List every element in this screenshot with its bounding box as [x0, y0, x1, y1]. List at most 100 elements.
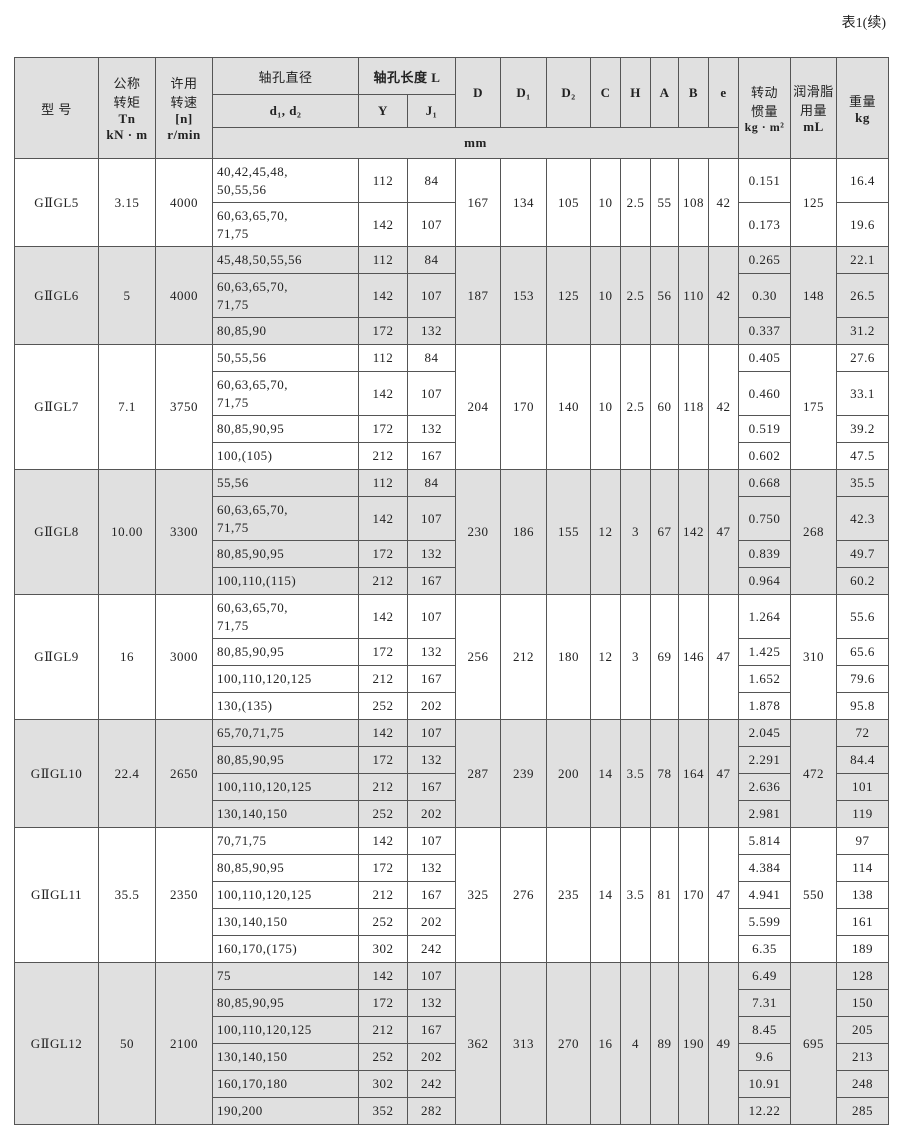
length-j1-cell: 167: [406, 567, 457, 595]
length-y-cell: 212: [358, 881, 408, 909]
model-cell: GⅡGL9: [14, 594, 99, 720]
weight-cell: 55.6: [836, 594, 890, 639]
table-row: 130,140,150 252 202 5.599 161: [15, 908, 890, 936]
inertia-cell: 7.31: [738, 989, 792, 1017]
inertia-cell: 2.981: [738, 800, 792, 828]
bore-diameter-cell: 60,63,65,70, 71,75: [212, 371, 359, 416]
header-unit-mm: mm: [211, 127, 740, 159]
torque-cell: 3.15: [98, 158, 156, 247]
dim-d1-cell: 186: [500, 469, 548, 595]
dim-c-cell: 14: [590, 719, 622, 828]
dim-d1-cell: 153: [500, 246, 548, 345]
length-y-cell: 212: [358, 665, 408, 693]
weight-cell: 35.5: [836, 469, 890, 497]
bore-diameter-cell: 80,85,90,95: [212, 746, 359, 774]
inertia-cell: 0.602: [738, 442, 792, 470]
length-j1-cell: 202: [406, 908, 457, 936]
grease-cell: 125: [790, 158, 838, 247]
length-y-cell: 172: [358, 415, 408, 443]
weight-cell: 79.6: [836, 665, 890, 693]
model-group: GⅡGL9 16 3000 60,63,65,70, 71,75 142 107 256 21…: [14, 594, 890, 720]
table-row: 80,85,90,95 172 132 2.291 84.4: [15, 746, 890, 774]
grease-cell: 310: [790, 594, 838, 720]
length-y-cell: 112: [358, 158, 408, 203]
dim-d-cell: 256: [455, 594, 502, 720]
bore-diameter-cell: 40,42,45,48, 50,55,56: [212, 158, 359, 203]
inertia-cell: 6.49: [738, 962, 792, 990]
weight-cell: 27.6: [836, 344, 890, 372]
length-y-cell: 142: [358, 273, 408, 318]
header-torque-unit: kN · m: [106, 127, 148, 142]
weight-cell: 16.4: [836, 158, 890, 203]
inertia-cell: 8.45: [738, 1016, 792, 1044]
table-row: 100,(105) 212 167 0.602 47.5: [15, 442, 890, 470]
bore-diameter-cell: 80,85,90,95: [212, 854, 359, 882]
weight-cell: 60.2: [836, 567, 890, 595]
length-y-cell: 252: [358, 1043, 408, 1071]
dim-e-cell: 47: [708, 719, 740, 828]
header-H: H: [620, 57, 652, 128]
table-row: 100,110,120,125 212 167 8.45 205: [15, 1016, 890, 1044]
table-header: 型 号 公称 转矩 Tn kN · m 许用 转速 [n] r/min 轴孔直径 轴孔长…: [14, 57, 890, 159]
length-y-cell: 142: [358, 202, 408, 247]
model-cell: GⅡGL10: [14, 719, 99, 828]
dim-e-cell: 42: [708, 344, 740, 470]
torque-cell: 35.5: [98, 827, 156, 963]
length-j1-cell: 167: [406, 881, 457, 909]
dim-e-cell: 47: [708, 827, 740, 963]
model-cell: GⅡGL12: [14, 962, 99, 1125]
dim-c-cell: 14: [590, 827, 622, 963]
inertia-cell: 0.173: [738, 202, 792, 247]
length-y-cell: 142: [358, 827, 408, 855]
inertia-cell: 1.425: [738, 638, 792, 666]
dim-b-cell: 142: [678, 469, 710, 595]
table-row: GⅡGL6 5 4000 45,48,50,55,56 112 84 187 153 125 10…: [14, 246, 890, 345]
bore-diameter-cell: 80,85,90,95: [212, 540, 359, 568]
dim-d2-cell: 270: [546, 962, 592, 1125]
bore-diameter-cell: 80,85,90,95: [212, 638, 359, 666]
dim-e-cell: 47: [708, 594, 740, 720]
torque-cell: 50: [98, 962, 156, 1125]
table-row: 60,63,65,70, 71,75 142 107 0.30 26.5: [15, 273, 890, 318]
inertia-cell: 0.151: [738, 158, 792, 203]
header-torque-label: 公称 转矩: [113, 76, 141, 110]
length-j1-cell: 107: [406, 962, 457, 990]
table-row: 100,110,120,125 212 167 4.941 138: [15, 881, 890, 909]
length-j1-cell: 107: [406, 371, 457, 416]
dim-h-cell: 4: [620, 962, 652, 1125]
header-weight-unit: kg: [855, 109, 870, 125]
length-j1-cell: 202: [406, 800, 457, 828]
length-y-cell: 212: [358, 773, 408, 801]
weight-cell: 33.1: [836, 371, 890, 416]
length-y-cell: 252: [358, 692, 408, 720]
model-group: GⅡGL6 5 4000 45,48,50,55,56 112 84 187 153 125 10…: [14, 246, 890, 345]
torque-cell: 5: [98, 246, 156, 345]
dim-d-cell: 187: [455, 246, 502, 345]
bore-diameter-cell: 130,140,150: [212, 908, 359, 936]
dim-d2-cell: 235: [546, 827, 592, 963]
inertia-cell: 6.35: [738, 935, 792, 963]
header-speed-unit: r/min: [167, 127, 201, 142]
table-row: 190,200 352 282 12.22 285: [15, 1097, 890, 1125]
weight-cell: 119: [836, 800, 890, 828]
speed-cell: 2100: [155, 962, 213, 1125]
length-y-cell: 212: [358, 442, 408, 470]
table-row: 80,85,90 172 132 0.337 31.2: [15, 317, 890, 345]
header-weight-label: 重量: [849, 93, 877, 109]
dim-d2-cell: 125: [546, 246, 592, 345]
inertia-cell: 0.668: [738, 469, 792, 497]
torque-cell: 7.1: [98, 344, 156, 470]
dim-b-cell: 170: [678, 827, 710, 963]
weight-cell: 150: [836, 989, 890, 1017]
inertia-cell: 4.384: [738, 854, 792, 882]
bore-diameter-cell: 130,140,150: [212, 1043, 359, 1071]
bore-diameter-cell: 75: [212, 962, 359, 990]
inertia-cell: 4.941: [738, 881, 792, 909]
header-A: A: [650, 57, 680, 128]
table-row: GⅡGL5 3.15 4000 40,42,45,48, 50,55,56 112 84 1…: [14, 158, 890, 247]
dim-d2-cell: 105: [546, 158, 592, 247]
length-y-cell: 302: [358, 1070, 408, 1098]
length-y-cell: 252: [358, 908, 408, 936]
model-cell: GⅡGL5: [14, 158, 99, 247]
weight-cell: 285: [836, 1097, 890, 1125]
